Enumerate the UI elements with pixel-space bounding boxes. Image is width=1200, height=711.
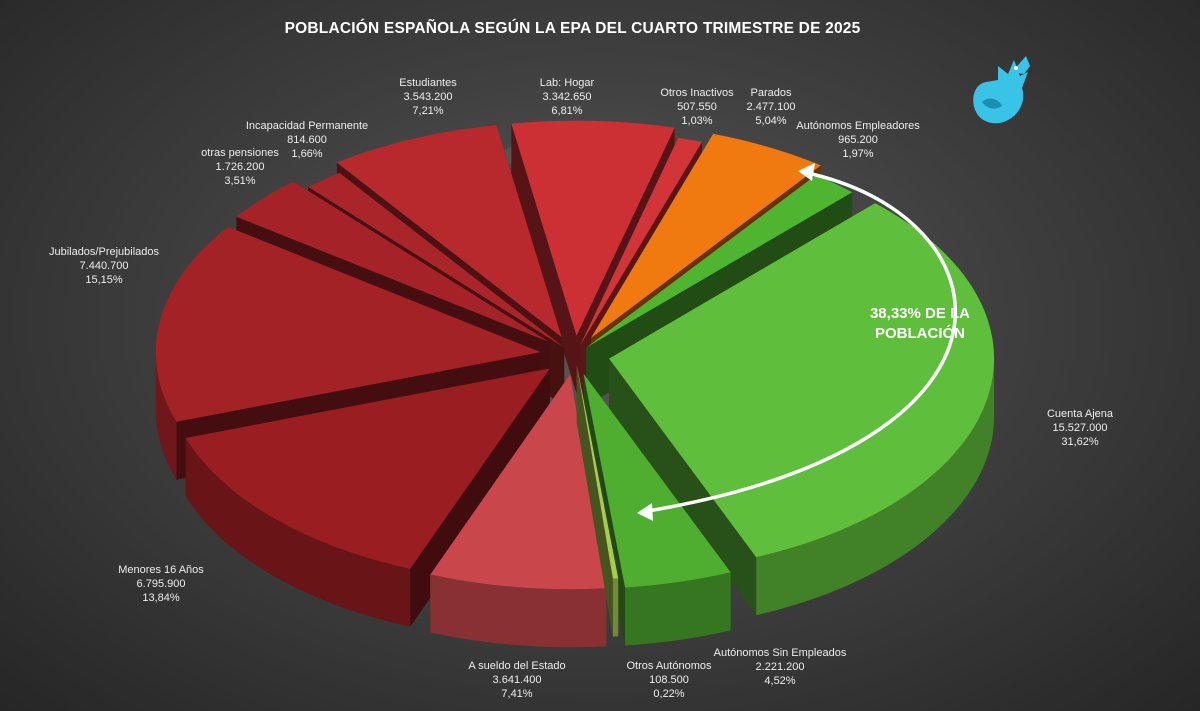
label-lab-hogar-percent: 6,81% — [551, 105, 582, 117]
slice-autonomos-sin-empleados-wall — [625, 572, 731, 646]
label-lab-hogar-value: 3.342.650 — [543, 91, 592, 103]
slice-cuenta-ajena-wall — [756, 358, 995, 616]
slice-otros-inactivos-top — [579, 137, 703, 346]
bracket-arrow-path — [641, 170, 957, 514]
label-cuenta-ajena-percent: 31,62% — [1061, 436, 1099, 448]
slice-lab-hogar-side-start — [511, 123, 577, 394]
slice-jubilados-prejubilados-top — [155, 226, 541, 422]
slice-menores-16-anos-top — [185, 368, 550, 569]
slice-otros-autonomos — [576, 364, 619, 637]
label-otros-autonomos-name: Otros Autónomos — [627, 660, 712, 672]
slice-autonomos-sin-empleados-top — [583, 373, 731, 588]
slice-menores-16-anos-wall — [185, 437, 411, 627]
label-jubilados-prejubilados: Jubilados/Prejubilados 7.440.700 15,15% — [49, 246, 160, 286]
label-jubilados-prejubilados-name: Jubilados/Prejubilados — [49, 246, 160, 258]
label-otros-inactivos-value: 507.550 — [677, 101, 717, 113]
label-cuenta-ajena-name: Cuenta Ajena — [1047, 408, 1114, 420]
label-incapacidad-permanente-name: Incapacidad Permanente — [246, 120, 368, 132]
label-parados-percent: 5,04% — [755, 115, 786, 127]
label-lab-hogar-name: Lab: Hogar — [540, 77, 595, 89]
label-otros-autonomos: Otros Autónomos 108.500 0,22% — [627, 660, 712, 700]
slice-otros-autonomos-wall — [612, 578, 619, 637]
callout-line-1: 38,33% DE LA — [870, 305, 970, 322]
label-incapacidad-permanente-value: 814.600 — [287, 134, 327, 146]
slice-otras-pensiones-top — [236, 181, 550, 343]
label-otras-pensiones-name: otras pensiones — [201, 147, 279, 159]
slice-cuenta-ajena-side-end — [609, 358, 757, 616]
slice-estudiantes-top — [336, 125, 562, 338]
label-jubilados-prejubilados-value: 7.440.700 — [80, 260, 129, 272]
label-incapacidad-permanente-percent: 1,66% — [291, 148, 322, 160]
slice-incapacidad-permanente-top — [308, 172, 565, 348]
label-a-sueldo-del-estado-name: A sueldo del Estado — [468, 660, 565, 672]
slice-otros-autonomos-top — [576, 364, 619, 579]
slice-jubilados-prejubilados-wall — [155, 352, 177, 480]
label-autonomos-empleadores: Autónomos Empleadores 965.200 1,97% — [796, 120, 920, 160]
chart-title: POBLACIÓN ESPAÑOLA SEGÚN LA EPA DEL CUAR… — [284, 20, 861, 37]
pie-slices — [155, 120, 995, 648]
bracket-arrow: 38,33% DE LA POBLACIÓN — [637, 163, 970, 521]
label-a-sueldo-del-estado: A sueldo del Estado 3.641.400 7,41% — [468, 660, 565, 700]
label-otros-inactivos-percent: 1,03% — [681, 115, 712, 127]
label-autonomos-empleadores-name: Autónomos Empleadores — [796, 120, 920, 132]
griffin-logo — [973, 56, 1030, 124]
label-otras-pensiones-value: 1.726.200 — [216, 161, 265, 173]
label-otros-autonomos-percent: 0,22% — [653, 688, 684, 700]
slice-a-sueldo-del-estado-top — [430, 374, 607, 590]
label-estudiantes-percent: 7,21% — [412, 105, 443, 117]
slice-cuenta-ajena-top — [609, 203, 995, 558]
slice-autonomos-empleadores-top — [586, 175, 853, 348]
label-jubilados-prejubilados-percent: 15,15% — [85, 274, 123, 286]
slice-parados-top — [591, 133, 821, 338]
slice-labels: Lab: Hogar 3.342.650 6,81% Otros Inactivos 5… — [49, 77, 1114, 700]
label-otros-inactivos: Otros Inactivos 507.550 1,03% — [660, 87, 734, 127]
label-menores-16-anos-value: 6.795.900 — [137, 578, 186, 590]
label-parados-name: Parados — [751, 87, 792, 99]
label-a-sueldo-del-estado-percent: 7,41% — [501, 688, 532, 700]
label-parados: Parados 2.477.100 5,04% — [747, 87, 796, 127]
label-autonomos-empleadores-value: 965.200 — [838, 134, 878, 146]
slice-cuenta-ajena — [609, 203, 995, 616]
slice-a-sueldo-del-estado-wall — [430, 574, 607, 648]
slice-otros-autonomos-side-end — [576, 364, 613, 637]
slice-lab-hogar-top — [511, 120, 675, 336]
label-incapacidad-permanente: Incapacidad Permanente 814.600 1,66% — [246, 120, 368, 160]
label-menores-16-anos-percent: 13,84% — [142, 592, 180, 604]
label-menores-16-anos: Menores 16 Años 6.795.900 13,84% — [118, 564, 204, 604]
label-autonomos-empleadores-percent: 1,97% — [842, 148, 873, 160]
label-estudiantes: Estudiantes 3.543.200 7,21% — [399, 77, 457, 117]
label-cuenta-ajena: Cuenta Ajena 15.527.000 31,62% — [1047, 408, 1114, 448]
callout-line-2: POBLACIÓN — [875, 324, 965, 342]
label-parados-value: 2.477.100 — [747, 101, 796, 113]
label-otras-pensiones-percent: 3,51% — [224, 175, 255, 187]
label-cuenta-ajena-value: 15.527.000 — [1052, 422, 1107, 434]
label-lab-hogar: Lab: Hogar 3.342.650 6,81% — [540, 77, 595, 117]
label-autonomos-sin-empleados-percent: 4,52% — [764, 675, 795, 687]
label-estudiantes-name: Estudiantes — [399, 77, 457, 89]
label-otros-inactivos-name: Otros Inactivos — [660, 87, 734, 99]
arrowhead-bottom — [637, 503, 653, 521]
arrowhead-top — [798, 163, 815, 181]
label-otras-pensiones: otras pensiones 1.726.200 3,51% — [201, 147, 279, 187]
label-menores-16-anos-name: Menores 16 Años — [118, 564, 204, 576]
label-autonomos-sin-empleados-value: 2.221.200 — [756, 661, 805, 673]
label-a-sueldo-del-estado-value: 3.641.400 — [493, 674, 542, 686]
label-estudiantes-value: 3.543.200 — [404, 91, 453, 103]
slice-a-sueldo-del-estado — [430, 374, 607, 648]
label-otros-autonomos-value: 108.500 — [649, 674, 689, 686]
label-autonomos-sin-empleados-name: Autónomos Sin Empleados — [714, 647, 847, 659]
label-autonomos-sin-empleados: Autónomos Sin Empleados 2.221.200 4,52% — [714, 647, 847, 687]
